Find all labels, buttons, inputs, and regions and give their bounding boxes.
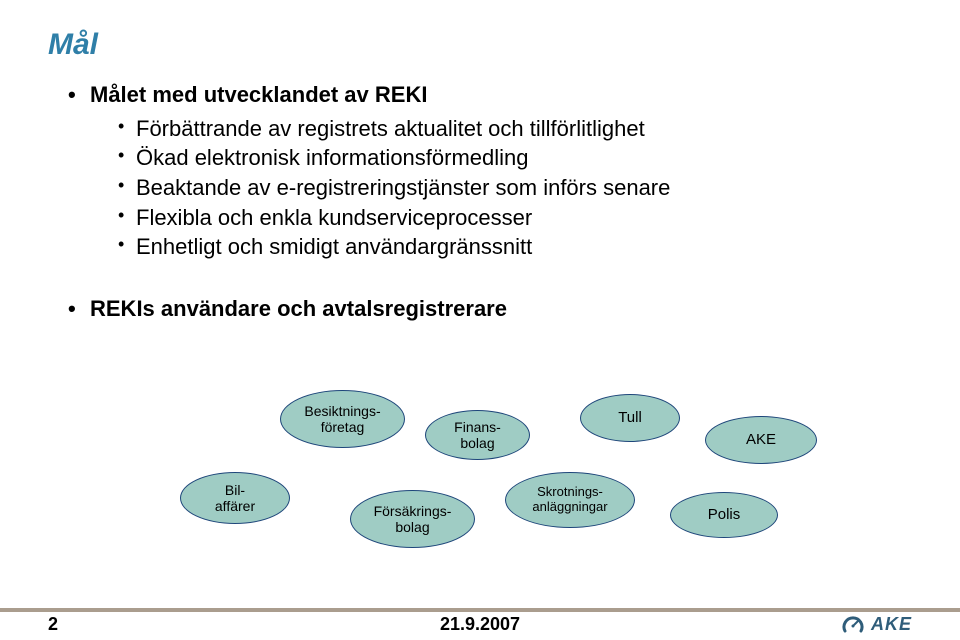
oval-label-1: Försäkrings- [374,503,452,519]
sub-2: Ökad elektronisk informationsförmedling [118,143,912,173]
oval-label-1: AKE [746,431,776,448]
oval-skrotningsanlaggningar: Skrotnings- anläggningar [505,472,635,528]
oval-label-1: Bil- [215,482,255,498]
oval-label-1: Finans- [454,419,501,435]
oval-forsakringsbolag: Försäkrings- bolag [350,490,475,548]
oval-tull: Tull [580,394,680,442]
sub-4: Flexibla och enkla kundserviceprocesser [118,203,912,233]
page-number: 2 [48,614,58,635]
oval-label-1: Skrotnings- [532,485,607,500]
oval-besiktningsforetag: Besiktnings- företag [280,390,405,448]
oval-label-2: affärer [215,498,255,514]
speedometer-icon [841,613,865,635]
footer-date: 21.9.2007 [440,614,520,635]
page-title: Mål [48,28,912,62]
oval-label-1: Tull [618,409,642,426]
bullet-1-text: Målet med utvecklandet av REKI [90,82,427,107]
oval-label-1: Polis [708,506,741,523]
sub-3: Beaktande av e-registreringstjänster som… [118,173,912,203]
ake-logo: AKE [841,613,912,635]
sub-list: Förbättrande av registrets aktualitet oc… [118,114,912,262]
oval-polis: Polis [670,492,778,538]
slide: Mål Målet med utvecklandet av REKI Förbä… [0,0,960,640]
oval-label-2: bolag [454,435,501,451]
oval-ake: AKE [705,416,817,464]
footer-divider [0,608,960,612]
oval-label-2: bolag [374,519,452,535]
bullet-list: Målet med utvecklandet av REKI Förbättra… [68,80,912,324]
spacer [68,268,912,294]
footer: 2 21.9.2007 AKE [0,616,960,640]
sub-1: Förbättrande av registrets aktualitet oc… [118,114,912,144]
logo-text: AKE [871,614,912,635]
oval-finansbolag: Finans- bolag [425,410,530,460]
oval-label-2: företag [304,419,380,435]
bullet-1: Målet med utvecklandet av REKI Förbättra… [68,80,912,262]
oval-label-2: anläggningar [532,500,607,515]
bullet-2: REKIs användare och avtalsregistrerare [68,294,912,324]
sub-5: Enhetligt och smidigt användargränssnitt [118,232,912,262]
oval-label-1: Besiktnings- [304,403,380,419]
oval-diagram: Besiktnings- företag Finans- bolag Tull … [180,390,840,570]
oval-bilaffarer: Bil- affärer [180,472,290,524]
